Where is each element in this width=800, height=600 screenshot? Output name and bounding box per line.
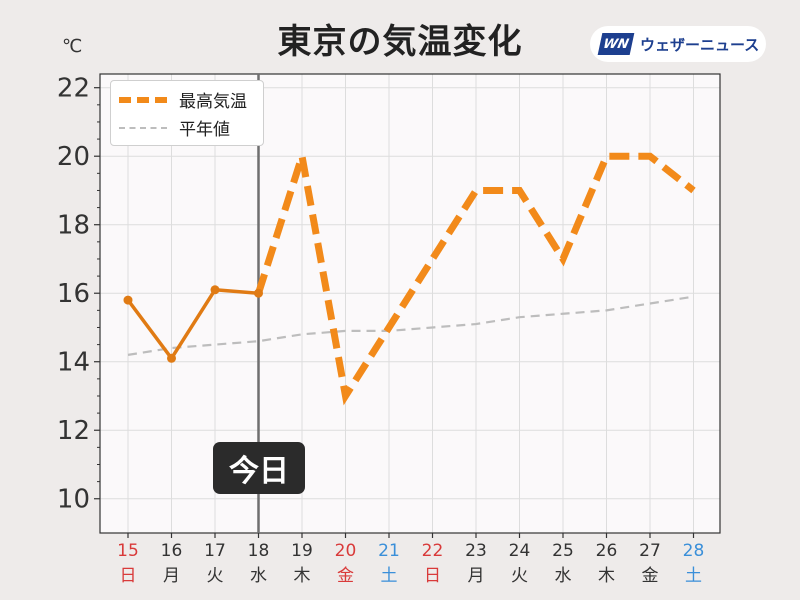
- x-tick-label-weekday: 金: [642, 566, 659, 586]
- data-point-observed: [210, 285, 220, 295]
- legend-item-avg: 平年値: [119, 115, 230, 140]
- x-tick-label-date: 28: [683, 541, 705, 561]
- x-tick-label-date: 26: [596, 541, 618, 561]
- chart-legend: 最高気温 平年値: [110, 80, 264, 146]
- x-tick-label-weekday: 土: [381, 566, 398, 586]
- x-tick-label-date: 16: [161, 541, 183, 561]
- legend-label-max: 最高気温: [179, 92, 247, 112]
- plot-area: [100, 74, 720, 533]
- x-tick-label-date: 23: [465, 541, 487, 561]
- y-tick-label: 22: [57, 74, 90, 104]
- x-tick-label-weekday: 日: [424, 566, 441, 586]
- x-tick-label-weekday: 木: [294, 566, 311, 586]
- series-line-max-observed: [126, 288, 259, 361]
- x-tick-label-weekday: 水: [555, 566, 572, 586]
- x-tick-label-weekday: 日: [120, 566, 137, 586]
- legend-label-avg: 平年値: [179, 120, 230, 140]
- y-tick-label: 12: [57, 416, 90, 446]
- y-tick-label: 16: [57, 279, 90, 309]
- x-tick-label-weekday: 金: [337, 566, 354, 586]
- series-line-max-forecast: [255, 152, 696, 406]
- today-badge: 今日: [213, 442, 305, 494]
- plot-frame: [99, 73, 721, 534]
- x-tick-label-date: 25: [552, 541, 574, 561]
- legend-item-max: 最高気温: [119, 87, 247, 112]
- x-tick-label-date: 22: [422, 541, 444, 561]
- y-axis-unit: ℃: [62, 36, 83, 57]
- x-tick-label-weekday: 月: [163, 566, 180, 586]
- y-tick-label: 18: [57, 211, 90, 241]
- y-tick-label: 10: [57, 485, 90, 515]
- x-tick-label-date: 24: [509, 541, 531, 561]
- series-line-avg: [127, 295, 694, 356]
- logo-text: ウェザーニュース: [640, 35, 760, 54]
- data-point-observed: [123, 295, 133, 305]
- x-tick-label-date: 27: [639, 541, 661, 561]
- weathernews-logo: WN ウェザーニュース: [590, 26, 766, 62]
- x-tick-label-date: 15: [117, 541, 139, 561]
- y-tick-label: 20: [57, 142, 90, 172]
- x-tick-label-date: 18: [248, 541, 270, 561]
- chart-title: 東京の気温変化: [277, 22, 523, 62]
- x-tick-label-date: 20: [335, 541, 357, 561]
- x-tick-label-weekday: 火: [511, 566, 528, 586]
- x-tick-label-weekday: 土: [685, 566, 702, 586]
- y-tick-label: 14: [57, 348, 90, 378]
- x-tick-label-weekday: 木: [598, 566, 615, 586]
- data-point-observed: [254, 288, 263, 298]
- data-point-observed: [167, 353, 176, 363]
- x-tick-label-date: 21: [378, 541, 400, 561]
- x-tick-label-weekday: 水: [250, 566, 267, 586]
- logo-mark: WN: [597, 33, 635, 55]
- legend-swatch-max: [119, 96, 167, 103]
- x-tick-label-weekday: 月: [468, 566, 485, 586]
- x-tick-label-weekday: 火: [207, 566, 224, 586]
- x-tick-label-date: 17: [204, 541, 226, 561]
- legend-swatch-avg: [119, 126, 167, 129]
- x-tick-label-date: 19: [291, 541, 313, 561]
